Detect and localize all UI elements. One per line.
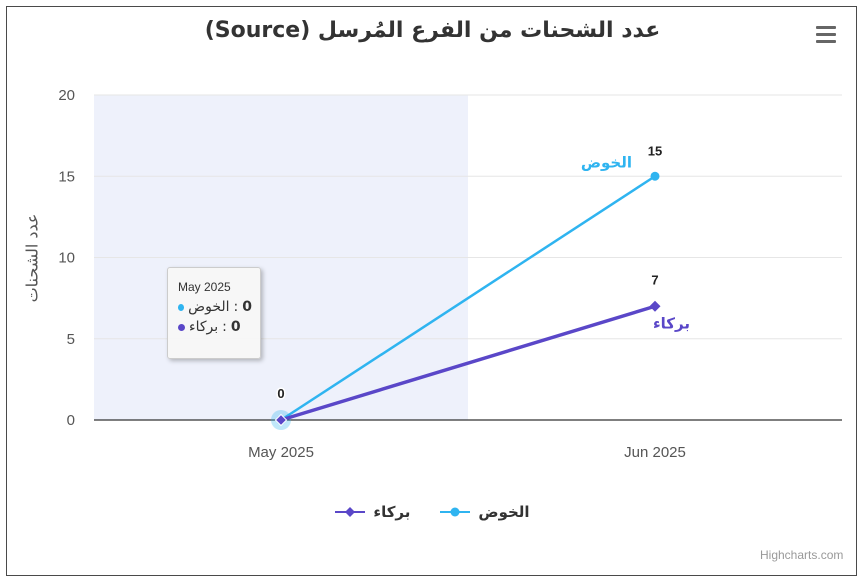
- y-tick-label: 15: [58, 168, 75, 185]
- credits-link[interactable]: Highcharts.com: [760, 548, 844, 562]
- legend-item-barka[interactable]: بركاء: [335, 503, 410, 521]
- diamond-marker-icon: [335, 507, 366, 517]
- y-tick-label: 10: [58, 250, 75, 267]
- x-tick-label: Jun 2025: [624, 444, 686, 461]
- legend-label: بركاء: [373, 503, 411, 521]
- tooltip-dot-icon: [178, 303, 185, 311]
- tooltip: May 2025 الخوض: 0 بركاء: 0: [167, 267, 261, 359]
- circle-marker-icon: [440, 507, 471, 517]
- y-tick-label: 20: [58, 87, 75, 104]
- legend-item-alkhawd[interactable]: الخوض: [440, 503, 530, 521]
- series-end-label: بركاء: [653, 314, 690, 332]
- y-tick-label: 5: [67, 331, 75, 348]
- x-tick-label: May 2025: [248, 444, 314, 461]
- tooltip-dot-icon: [178, 323, 185, 331]
- series-end-label: الخوض: [581, 153, 632, 171]
- tooltip-row-alkhawd: الخوض: 0: [178, 297, 252, 317]
- tooltip-series-value: 0: [242, 299, 252, 315]
- data-point: [649, 300, 661, 312]
- tooltip-header: May 2025: [178, 280, 231, 294]
- tooltip-series-value: 0: [230, 319, 241, 335]
- tooltip-series-name: بركاء: [189, 319, 219, 335]
- hamburger-menu-icon[interactable]: [816, 26, 836, 46]
- tooltip-series-name: الخوض: [188, 299, 230, 315]
- data-point: [274, 413, 288, 427]
- data-label: 0: [277, 386, 284, 401]
- series-line-barka: [280, 304, 656, 422]
- data-point: [650, 171, 660, 181]
- y-tick-label: 0: [67, 412, 75, 429]
- legend-label: الخوض: [478, 503, 530, 521]
- tooltip-row-barka: بركاء: 0: [178, 317, 252, 337]
- series-line-alkhawd: [280, 175, 656, 422]
- data-label: 15: [648, 143, 662, 158]
- chart-title: عدد الشحنات من الفرع المُرسل (Source): [204, 18, 661, 43]
- legend: بركاء الخوض: [0, 503, 865, 521]
- data-label: 7: [651, 272, 658, 287]
